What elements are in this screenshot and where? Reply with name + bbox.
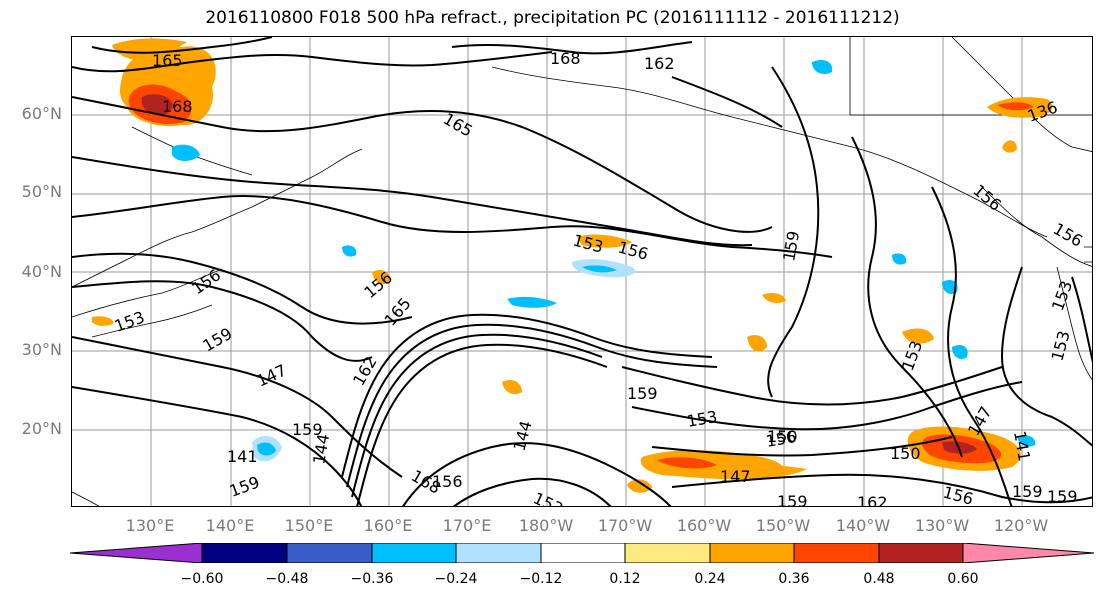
colorbar-cells xyxy=(70,543,1094,563)
colorbar-tick: 0.12 xyxy=(609,571,641,587)
lon-label-150e: 150°E xyxy=(284,516,334,535)
colorbar-tick: 0.36 xyxy=(778,571,810,587)
contour-label: 141 xyxy=(227,447,258,466)
contour-label: 153 xyxy=(685,407,718,431)
contour-label: 159 xyxy=(779,229,803,262)
contour-label: 156 xyxy=(432,472,463,491)
lon-label-160w: 160°W xyxy=(676,516,732,535)
colorbar-cell xyxy=(625,543,710,563)
map-title: 2016110800 F018 500 hPa refract., precip… xyxy=(205,8,900,28)
lat-label-60n: 60°N xyxy=(21,104,62,123)
colorbar-cell xyxy=(70,543,202,563)
lon-label-170e: 170°E xyxy=(442,516,492,535)
lat-label-30n: 30°N xyxy=(21,340,62,359)
lon-label-140e: 140°E xyxy=(205,516,255,535)
contour-label: 147 xyxy=(720,467,751,486)
colorbar xyxy=(70,543,1094,563)
contour-label: 162 xyxy=(644,54,675,73)
lon-label-130w: 130°W xyxy=(914,516,970,535)
colorbar-tick: −0.24 xyxy=(434,571,478,587)
contour-label: 159 xyxy=(1047,487,1078,506)
contour-label: 156 xyxy=(969,181,1005,215)
lon-label-170w: 170°W xyxy=(597,516,653,535)
contour-label: 156 xyxy=(360,268,396,302)
contour-label: 153 xyxy=(1048,329,1074,363)
contour-label: 153 xyxy=(1048,278,1076,313)
contour-label: 150 xyxy=(890,444,921,463)
lat-label-20n: 20°N xyxy=(21,419,62,438)
lon-label-120w: 120°W xyxy=(993,516,1049,535)
lat-label-40n: 40°N xyxy=(21,262,62,281)
contour-label: 159 xyxy=(627,384,658,403)
colorbar-cell xyxy=(202,543,287,563)
colorbar-cell xyxy=(456,543,541,563)
colorbar-tick: 0.24 xyxy=(694,571,726,587)
lon-label-160e: 160°E xyxy=(363,516,413,535)
contour-label: 162 xyxy=(857,493,888,507)
contour-label: 150 xyxy=(767,427,798,446)
contour-label: 153 xyxy=(571,231,605,257)
colorbar-tick: −0.48 xyxy=(265,571,309,587)
contour-label: 162 xyxy=(349,353,381,389)
contour-label: 168 xyxy=(550,49,581,68)
precip-shading xyxy=(92,38,1053,493)
colorbar-tick: 0.48 xyxy=(863,571,895,587)
colorbar-cell xyxy=(710,543,794,563)
colorbar-cell xyxy=(541,543,625,563)
colorbar-frame xyxy=(201,543,964,563)
colorbar-cell xyxy=(794,543,879,563)
colorbar-cell xyxy=(963,543,1094,563)
contour-label: 144 xyxy=(510,419,536,453)
contour-label: 159 xyxy=(1012,482,1043,501)
contour-label: 159 xyxy=(227,472,262,500)
lon-label-130e: 130°E xyxy=(125,516,175,535)
contour-label: 165 xyxy=(152,51,183,70)
contour-label: 153 xyxy=(530,488,566,507)
contour-label: 159 xyxy=(777,492,808,507)
contour-label: 156 xyxy=(1050,219,1086,251)
lat-label-50n: 50°N xyxy=(21,182,62,201)
colorbar-tick: −0.36 xyxy=(350,571,394,587)
contour-label: 153 xyxy=(112,307,147,335)
lon-label-180w: 180°W xyxy=(518,516,574,535)
contour-label: 144 xyxy=(309,432,333,465)
contour-label: 153 xyxy=(898,338,926,373)
contour-label: 156 xyxy=(941,483,975,507)
colorbar-tick: 0.60 xyxy=(947,571,979,587)
contour-label: 159 xyxy=(292,420,323,439)
colorbar-tick: −0.12 xyxy=(519,571,563,587)
lon-label-140w: 140°W xyxy=(835,516,891,535)
refractivity-contours xyxy=(72,37,1092,506)
colorbar-cell xyxy=(372,543,456,563)
map-svg: 165 168 168 162 165 156 153 156 159 159 … xyxy=(72,37,1092,507)
contour-label: 165 xyxy=(381,294,415,330)
contour-label: 156 xyxy=(616,238,650,264)
colorbar-cell xyxy=(879,543,963,563)
colorbar-tick: −0.60 xyxy=(180,571,224,587)
colorbar-cell xyxy=(287,543,372,563)
lon-label-150w: 150°W xyxy=(755,516,811,535)
map-panel: 165 168 168 162 165 156 153 156 159 159 … xyxy=(71,36,1093,507)
contour-label: 168 xyxy=(162,97,193,116)
